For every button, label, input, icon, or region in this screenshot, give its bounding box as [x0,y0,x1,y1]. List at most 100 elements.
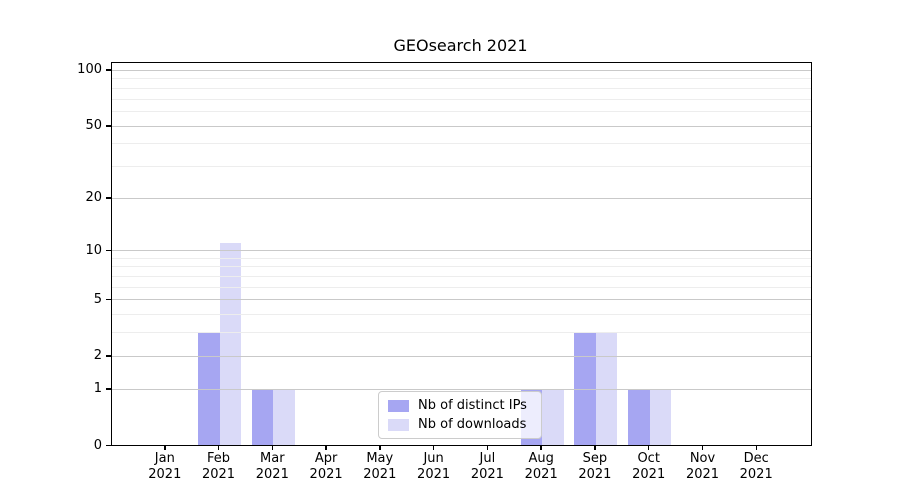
year-label: 2021 [739,467,773,482]
y-tick-mark [105,444,112,446]
gridline-minor [112,314,811,316]
x-tick-mark [540,445,542,450]
x-tick-label-aug: Aug 2021 [509,451,573,483]
y-tick-label: 2 [93,348,102,364]
gridline-major [112,69,811,71]
y-tick-label: 1 [93,381,102,397]
gridline-minor [112,87,811,89]
gridline-minor [112,143,811,145]
legend-label-downloads: Nb of downloads [418,417,527,432]
year-label: 2021 [470,467,504,482]
x-tick-label-dec: Dec 2021 [724,451,788,483]
month-label: Oct [637,451,660,466]
x-tick-mark [217,445,220,450]
x-tick-mark [486,445,489,450]
x-tick-label-may: May 2021 [348,451,412,483]
x-tick-mark [432,445,435,450]
year-label: 2021 [524,467,558,482]
gridline-minor [112,165,811,167]
gridline-major [112,355,811,357]
x-tick-mark [701,445,704,450]
y-tick-mark [105,298,112,301]
year-label: 2021 [417,467,451,482]
legend-entry-distinct-ips: Nb of distinct IPs [388,398,531,413]
year-label: 2021 [685,467,720,482]
y-tick-label: 20 [85,190,102,206]
y-tick-mark [105,249,112,252]
x-tick-label-sep: Sep 2021 [563,451,627,483]
x-tick-mark [755,445,757,450]
month-label: Aug [528,451,554,466]
x-tick-mark [594,445,596,450]
legend-swatch-distinct-ips-icon [388,399,409,412]
legend-label-distinct-ips: Nb of distinct IPs [418,398,527,413]
bar-mar-downloads [273,388,295,445]
x-tick-mark [271,445,274,450]
y-tick-mark [105,355,112,357]
month-label: Jul [479,451,496,466]
y-tick-label: 100 [77,62,102,78]
x-tick-mark [647,445,650,450]
y-tick-mark [105,125,112,127]
bar-oct-downloads [649,388,672,445]
gridline-major [112,197,811,199]
gridline-major [112,388,811,390]
gridline-minor [112,266,811,268]
x-tick-label-oct: Oct 2021 [617,451,681,483]
bar-sep-downloads [595,332,618,445]
legend: Nb of distinct IPs Nb of downloads [378,391,542,439]
y-tick-mark [105,69,112,71]
x-tick-label-mar: Mar 2021 [240,451,304,483]
y-tick-label: 50 [85,118,102,133]
y-tick-label: 0 [93,437,102,453]
year-label: 2021 [255,467,289,482]
y-tick-mark [105,197,112,199]
x-tick-mark [379,445,381,450]
gridline-minor [112,332,811,334]
month-label: Jan [154,451,175,466]
year-label: 2021 [632,467,666,482]
plot-area [111,62,812,446]
legend-swatch-downloads-icon [388,418,409,431]
x-tick-label-jan: Jan 2021 [133,451,197,483]
month-label: Nov [689,451,716,466]
year-label: 2021 [201,467,236,482]
bar-feb-distinct-ips [198,332,220,445]
x-tick-mark [325,445,327,450]
y-tick-mark [105,388,112,390]
x-tick-label-jul: Jul 2021 [455,451,519,483]
y-tick-label: 5 [93,291,102,307]
gridline-minor [112,257,811,259]
bar-oct-distinct-ips [628,388,650,445]
bar-mar-distinct-ips [251,388,274,445]
month-label: May [366,451,394,466]
gridline-major [112,299,811,301]
gridline-minor [112,276,811,277]
x-tick-label-nov: Nov 2021 [671,451,735,483]
year-label: 2021 [148,467,182,482]
gridline-minor [112,286,811,288]
gridline-major [112,250,811,252]
x-tick-mark [164,445,166,450]
y-tick-label: 10 [85,242,102,258]
bar-sep-distinct-ips [574,332,596,445]
gridline-minor [112,78,811,80]
bar-feb-downloads [219,243,241,445]
gridline-minor [112,110,811,112]
bar-aug-downloads [542,388,564,445]
month-label: Feb [206,451,231,466]
x-tick-label-feb: Feb 2021 [187,451,251,483]
x-tick-label-apr: Apr 2021 [294,451,358,483]
legend-entry-downloads: Nb of downloads [388,417,531,432]
gridline-minor [112,98,811,100]
month-label: Sep [582,451,608,466]
year-label: 2021 [363,467,397,482]
month-label: Apr [314,451,338,466]
x-tick-label-jun: Jun 2021 [402,451,466,483]
year-label: 2021 [309,467,343,482]
gridline-major [112,125,811,127]
month-label: Dec [743,451,769,466]
chart-title: GEOsearch 2021 [393,36,528,55]
month-label: Mar [260,451,285,466]
